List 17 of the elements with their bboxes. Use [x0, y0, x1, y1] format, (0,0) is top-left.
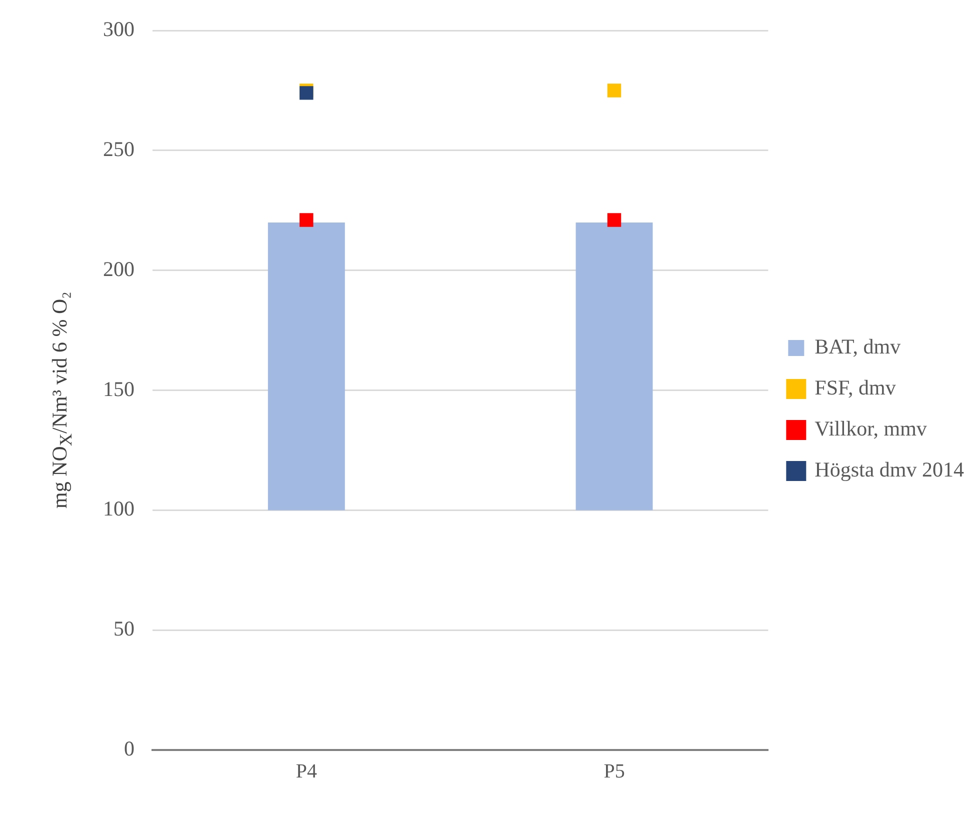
legend-label: Villkor, mmv — [814, 416, 928, 441]
point — [607, 213, 622, 227]
y-tick-label: 200 — [103, 256, 134, 281]
y-tick-label: 250 — [103, 137, 134, 162]
point — [300, 213, 314, 227]
point — [607, 84, 622, 98]
y-tick-label: 0 — [124, 736, 134, 761]
y-tick-label: 150 — [103, 376, 134, 401]
legend-label: Högsta dmv 2014 — [814, 458, 964, 482]
x-tick-label: P4 — [296, 760, 317, 782]
y-tick-label: 50 — [114, 616, 134, 641]
point — [300, 86, 314, 100]
y-tick-label: 100 — [103, 496, 134, 521]
x-tick-label: P5 — [604, 760, 625, 782]
y-tick-label: 300 — [103, 17, 134, 42]
legend-label: BAT, dmv — [814, 334, 902, 359]
legend-label: FSF, dmv — [814, 376, 896, 400]
